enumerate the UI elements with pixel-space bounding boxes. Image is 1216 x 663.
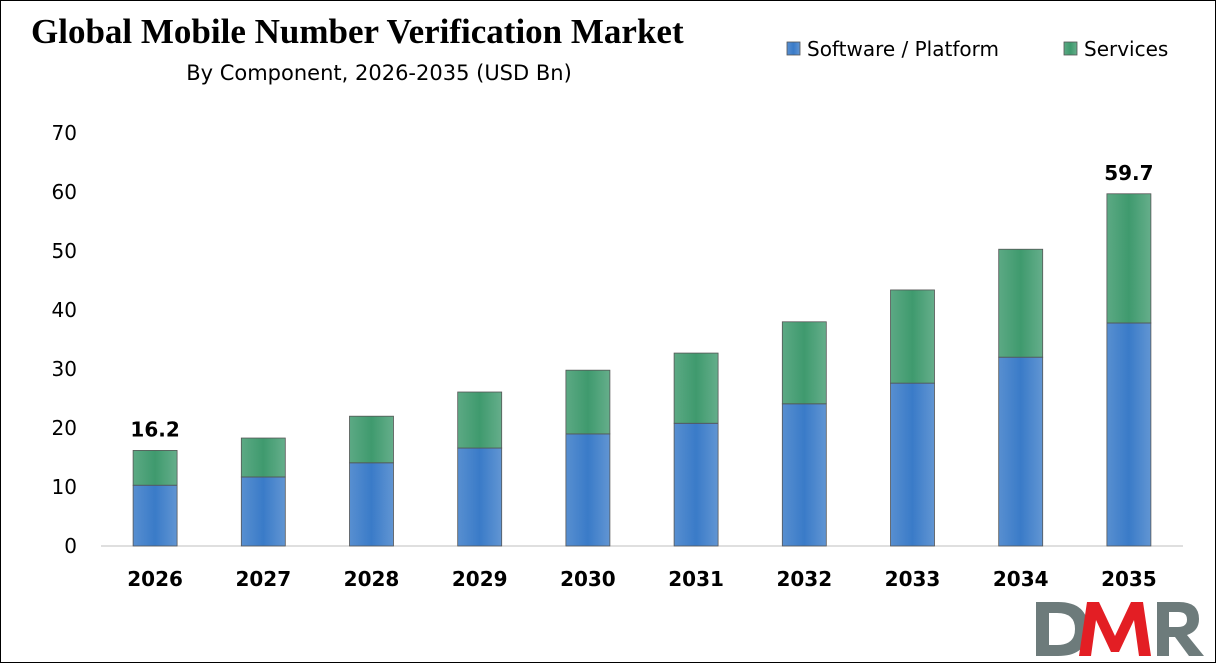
legend-label: Services <box>1084 37 1168 61</box>
x-tick-label: 2027 <box>235 567 291 591</box>
bar-software-platform-2030 <box>565 433 611 547</box>
bar-software-platform-2026 <box>132 484 178 547</box>
dmr-logo <box>1036 602 1204 656</box>
legend-label: Software / Platform <box>807 37 999 61</box>
data-label: 16.2 <box>130 417 179 441</box>
x-tick-label: 2033 <box>885 567 941 591</box>
bar-software-platform-2031 <box>673 422 719 547</box>
bar-services-2030 <box>565 369 611 435</box>
bar-services-2026 <box>132 450 178 486</box>
y-tick-label: 30 <box>52 357 77 381</box>
bar-software-platform-2027 <box>240 476 286 547</box>
bar-software-platform-2034 <box>998 356 1044 547</box>
bar-services-2031 <box>673 352 719 424</box>
y-tick-label: 50 <box>52 239 77 263</box>
bar-services-2035 <box>1106 193 1152 324</box>
y-tick-label: 40 <box>52 298 77 322</box>
y-tick-label: 10 <box>52 475 77 499</box>
bars: 16.2 59.7 <box>130 161 1154 547</box>
x-tick-label: 2028 <box>344 567 400 591</box>
x-tick-label: 2029 <box>452 567 508 591</box>
bar-software-platform-2033 <box>890 382 935 547</box>
x-tick-label: 2032 <box>776 567 832 591</box>
bar-software-platform-2032 <box>781 403 827 547</box>
y-tick-label: 70 <box>52 121 77 145</box>
bar-services-2032 <box>781 321 827 405</box>
legend-swatch <box>1063 41 1078 56</box>
bar-services-2029 <box>457 391 503 449</box>
bar-software-platform-2029 <box>457 447 503 547</box>
data-label: 59.7 <box>1104 161 1153 185</box>
x-tick-label: 2030 <box>560 567 616 591</box>
bar-services-2033 <box>890 289 935 384</box>
x-tick-label: 2026 <box>127 567 183 591</box>
y-tick-label: 0 <box>64 534 77 558</box>
x-tick-label: 2034 <box>993 567 1049 591</box>
chart-subtitle: By Component, 2026-2035 (USD Bn) <box>186 61 572 85</box>
legend: Software / Platform Services <box>786 37 1168 61</box>
y-tick-label: 20 <box>52 416 77 440</box>
chart-title: Global Mobile Number Verification Market <box>31 12 684 51</box>
legend-swatch <box>786 41 801 56</box>
x-tick-label: 2031 <box>668 567 724 591</box>
y-tick-label: 60 <box>52 180 77 204</box>
bar-software-platform-2028 <box>349 462 394 547</box>
x-tick-label: 2035 <box>1101 567 1157 591</box>
bar-services-2027 <box>240 437 286 478</box>
bar-software-platform-2035 <box>1106 322 1152 547</box>
bar-services-2034 <box>998 248 1044 358</box>
bar-services-2028 <box>349 415 394 464</box>
